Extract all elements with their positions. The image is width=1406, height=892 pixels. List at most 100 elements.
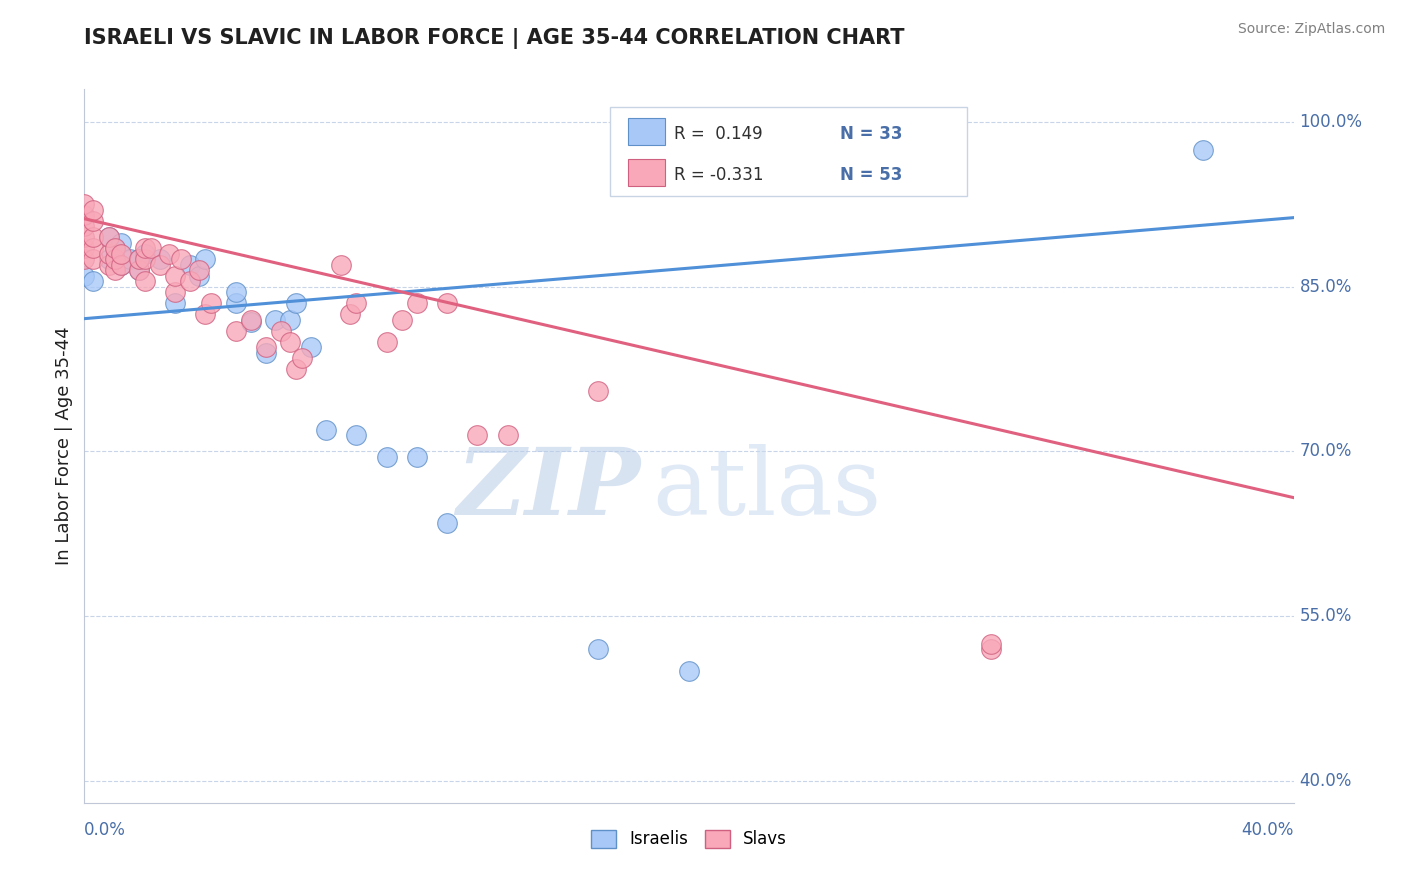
Point xyxy=(128,252,150,267)
Point xyxy=(157,247,180,261)
Point xyxy=(980,642,1002,657)
Point xyxy=(406,450,429,464)
Point xyxy=(284,296,308,310)
Text: 70.0%: 70.0% xyxy=(1299,442,1353,460)
Text: 55.0%: 55.0% xyxy=(1299,607,1353,625)
Point xyxy=(375,450,398,464)
Point xyxy=(346,296,368,310)
Point xyxy=(73,209,96,223)
Point xyxy=(225,285,247,300)
Point xyxy=(1191,143,1213,157)
Y-axis label: In Labor Force | Age 35-44: In Labor Force | Age 35-44 xyxy=(55,326,73,566)
Point xyxy=(134,274,156,288)
Point xyxy=(254,340,277,354)
Point xyxy=(179,274,201,288)
Point xyxy=(134,247,156,261)
Point xyxy=(73,241,96,255)
Point xyxy=(163,285,186,300)
Point xyxy=(315,423,337,437)
Point xyxy=(391,312,413,326)
Point xyxy=(97,252,120,267)
FancyBboxPatch shape xyxy=(628,118,665,145)
Point xyxy=(263,312,285,326)
Point xyxy=(239,312,262,326)
Point xyxy=(82,214,104,228)
Point xyxy=(284,362,308,376)
Point xyxy=(97,230,120,244)
Point xyxy=(97,258,120,272)
Point xyxy=(179,258,201,272)
Point xyxy=(97,230,120,244)
Point xyxy=(270,324,292,338)
Point xyxy=(73,197,96,211)
Point xyxy=(110,258,132,272)
Point xyxy=(134,252,156,267)
Point xyxy=(339,307,361,321)
Point xyxy=(467,428,489,442)
Point xyxy=(139,241,162,255)
Point xyxy=(375,334,398,349)
Text: 40.0%: 40.0% xyxy=(1241,821,1294,838)
Text: Source: ZipAtlas.com: Source: ZipAtlas.com xyxy=(1237,22,1385,37)
Point xyxy=(149,258,172,272)
Point xyxy=(104,252,127,267)
Text: 85.0%: 85.0% xyxy=(1299,277,1353,296)
Point xyxy=(82,230,104,244)
Point xyxy=(299,340,322,354)
Point xyxy=(73,252,96,267)
Point xyxy=(104,241,127,255)
Point xyxy=(82,202,104,217)
Point xyxy=(406,296,429,310)
Text: ISRAELI VS SLAVIC IN LABOR FORCE | AGE 35-44 CORRELATION CHART: ISRAELI VS SLAVIC IN LABOR FORCE | AGE 3… xyxy=(84,28,905,49)
Point xyxy=(128,263,150,277)
Point xyxy=(134,241,156,255)
FancyBboxPatch shape xyxy=(628,159,665,186)
Point xyxy=(170,252,193,267)
Point xyxy=(110,258,132,272)
Point xyxy=(163,268,186,283)
Point xyxy=(200,296,222,310)
Text: R =  0.149: R = 0.149 xyxy=(675,125,763,143)
Point xyxy=(82,274,104,288)
Point xyxy=(278,334,301,349)
Text: N = 33: N = 33 xyxy=(841,125,903,143)
Point xyxy=(104,263,127,277)
Point xyxy=(346,428,368,442)
Point xyxy=(97,247,120,261)
Text: 0.0%: 0.0% xyxy=(84,821,127,838)
Point xyxy=(330,258,353,272)
Point xyxy=(678,664,700,678)
Point xyxy=(278,312,301,326)
Point xyxy=(436,516,458,530)
Point xyxy=(188,268,211,283)
Point xyxy=(239,315,262,329)
Point xyxy=(149,252,172,267)
Point xyxy=(128,263,150,277)
Legend: Israelis, Slavs: Israelis, Slavs xyxy=(585,823,793,855)
Text: 40.0%: 40.0% xyxy=(1299,772,1353,789)
Point xyxy=(254,345,277,359)
Point xyxy=(225,324,247,338)
Point xyxy=(104,252,127,267)
Point xyxy=(225,296,247,310)
Point xyxy=(110,247,132,261)
FancyBboxPatch shape xyxy=(610,107,967,196)
Point xyxy=(73,268,96,283)
Point xyxy=(73,230,96,244)
Point xyxy=(188,263,211,277)
Point xyxy=(128,252,150,267)
Point xyxy=(82,252,104,267)
Point xyxy=(980,637,1002,651)
Point xyxy=(436,296,458,310)
Text: 100.0%: 100.0% xyxy=(1299,113,1362,131)
Text: N = 53: N = 53 xyxy=(841,166,903,184)
Point xyxy=(163,296,186,310)
Point xyxy=(118,252,141,267)
Point xyxy=(110,235,132,250)
Point xyxy=(291,351,314,366)
Point xyxy=(588,642,610,657)
Point xyxy=(588,384,610,398)
Point xyxy=(496,428,519,442)
Text: ZIP: ZIP xyxy=(457,444,641,533)
Point xyxy=(82,241,104,255)
